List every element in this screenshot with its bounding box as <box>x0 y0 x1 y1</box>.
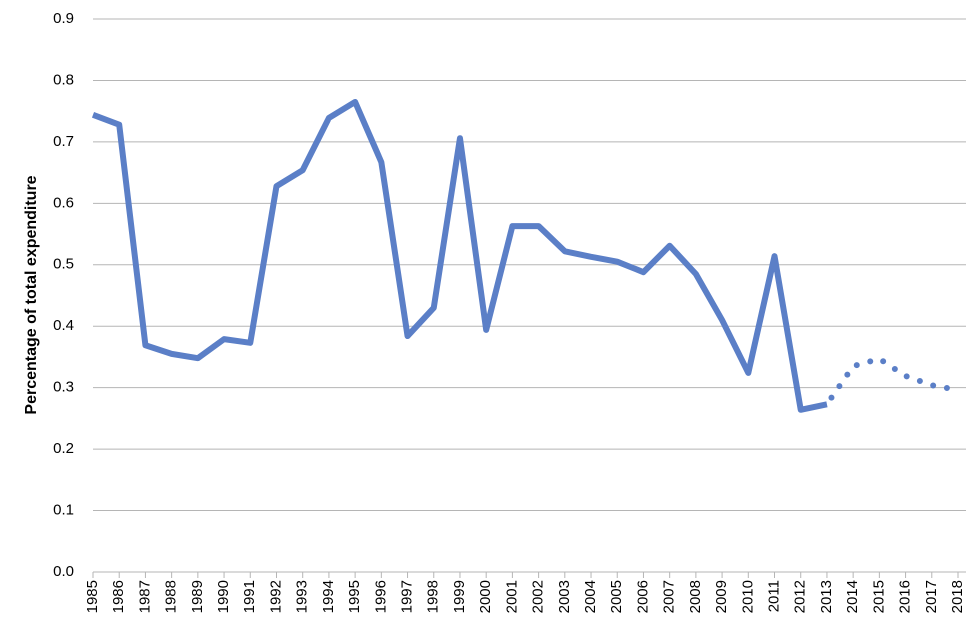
x-tick-label: 2015 <box>870 580 887 613</box>
x-tick-label: 1998 <box>425 580 442 613</box>
x-tick-label: 2007 <box>661 580 678 613</box>
x-tick-label: 1997 <box>399 580 416 613</box>
x-tick-label: 1988 <box>163 580 180 613</box>
line-series <box>91 98 828 413</box>
x-tick-label: 1986 <box>110 580 127 613</box>
x-tick-label: 2001 <box>503 580 520 613</box>
y-tick-label: 0.5 <box>53 256 74 273</box>
x-tick-label: 2018 <box>949 580 966 613</box>
y-tick-label: 0.4 <box>53 317 74 334</box>
x-tick-label: 2000 <box>477 580 494 613</box>
y-tick-label: 0.0 <box>53 563 74 580</box>
x-tick-label: 2012 <box>792 580 809 613</box>
x-tick-label: 1992 <box>267 580 284 613</box>
x-tick-label: 1999 <box>451 580 468 613</box>
y-tick-label: 0.3 <box>53 379 74 396</box>
y-tick-label: 0.2 <box>53 440 74 457</box>
x-tick-label: 2014 <box>844 580 861 613</box>
x-tick-label: 1995 <box>346 580 363 613</box>
y-tick-label: 0.9 <box>53 10 74 27</box>
x-tick-label: 1993 <box>294 580 311 613</box>
x-tick-label: 2002 <box>530 580 547 613</box>
x-tick-label: 1990 <box>215 580 232 613</box>
x-tick-label: 1985 <box>84 580 101 613</box>
x-tick-label: 2016 <box>897 580 914 613</box>
y-tick-label: 0.8 <box>53 71 74 88</box>
x-tick-label: 1989 <box>189 580 206 613</box>
y-axis-label: Percentage of total expenditure <box>23 175 40 414</box>
x-tick-label: 2011 <box>765 580 782 612</box>
x-tick-label: 1987 <box>136 580 153 613</box>
x-tick-label: 2003 <box>556 580 573 613</box>
line-series <box>823 355 961 408</box>
x-tick-label: 2006 <box>634 580 651 613</box>
x-tick-label: 1994 <box>320 580 337 613</box>
x-tick-label: 2004 <box>582 580 599 613</box>
y-tick-label: 0.6 <box>53 194 74 211</box>
x-tick-label: 2005 <box>608 580 625 613</box>
x-tick-label: 2008 <box>687 580 704 613</box>
x-tick-label: 2013 <box>818 580 835 613</box>
x-tick-label: 1991 <box>241 580 258 613</box>
x-tick-label: 2010 <box>739 580 756 613</box>
y-tick-label: 0.7 <box>53 133 74 150</box>
x-tick-label: 2009 <box>713 580 730 613</box>
y-tick-label: 0.1 <box>53 502 74 519</box>
x-tick-label: 2017 <box>923 580 940 613</box>
x-tick-label: 1996 <box>372 580 389 613</box>
